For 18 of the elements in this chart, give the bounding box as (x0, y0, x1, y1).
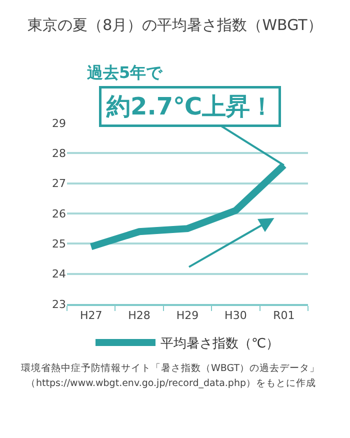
annotation: 約2.7℃上昇！ (106, 92, 274, 120)
text: 環境省熱中症予防情報サイト「暑さ指数（WBGT）の過去データ」 (21, 362, 320, 374)
x-tick-label: H27 (80, 308, 102, 322)
text: （https://www.wbgt.env.go.jp/record_data.php）をもとに作成 (26, 377, 316, 389)
chart-title: 東京の夏（8月）の平均暑さ指数（WBGT） (28, 16, 322, 34)
y-tick-label: 25 (52, 238, 66, 251)
legend-label: 平均暑さ指数（℃） (160, 336, 280, 352)
x-tick-label: H29 (176, 308, 199, 322)
y-tick-label: 23 (52, 298, 66, 311)
y-tick-label: 29 (52, 116, 66, 130)
y-tick-label: 24 (52, 268, 66, 281)
x-tick-label: R01 (273, 308, 295, 322)
y-tick-label: 27 (52, 177, 66, 190)
x-tick-label: H30 (224, 308, 247, 322)
text: 過去5年で (86, 63, 164, 82)
x-tick-label: H28 (128, 308, 150, 322)
y-tick-label: 26 (52, 207, 66, 220)
y-tick-label: 28 (52, 147, 66, 160)
